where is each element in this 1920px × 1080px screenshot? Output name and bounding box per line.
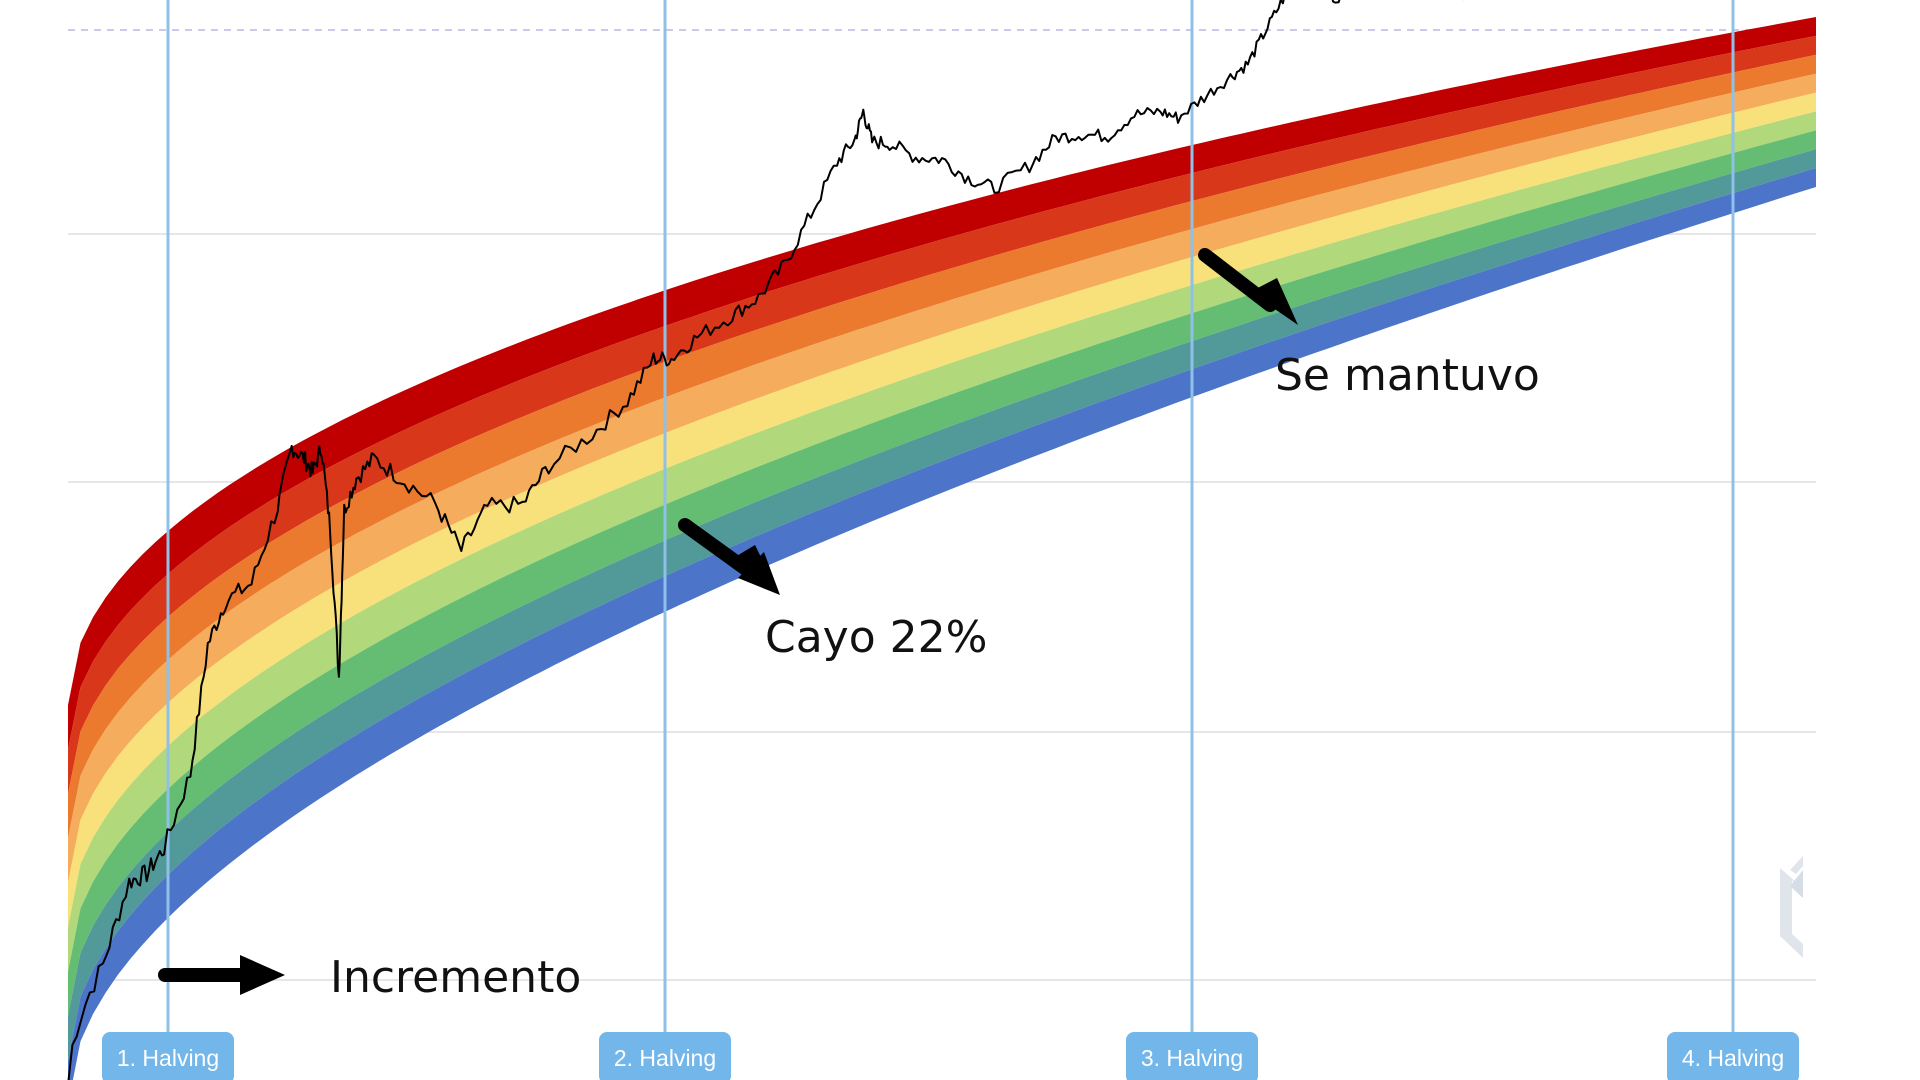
halving-badge[interactable]: 4. Halving [1667,1032,1799,1080]
halving-badge[interactable]: 3. Halving [1126,1032,1258,1080]
annotation-cayo: Cayo 22% [678,518,987,663]
annotation-incremento: Incremento [158,952,581,1003]
halving-label: 3. Halving [1141,1045,1243,1071]
halving-label: 4. Halving [1682,1045,1784,1071]
annotation-cayo-text: Cayo 22% [765,612,987,663]
annotations: Incremento Cayo 22% Se mantuvo [158,248,1540,1003]
price-series [67,0,1464,1080]
price-line [67,0,1464,1080]
halving-markers: 1. Halving 2. Halving 3. Halving 4. Halving [102,0,1799,1080]
arrow-down-right-icon [1198,248,1298,325]
arrow-down-right-icon [678,518,780,595]
annotation-incremento-text: Incremento [330,952,581,1003]
halving-label: 2. Halving [614,1045,716,1071]
halving-badge[interactable]: 1. Halving [102,1032,234,1080]
halving-badge-bg [1667,1032,1799,1080]
halving-badge[interactable]: 2. Halving [599,1032,731,1080]
annotation-se-mantuvo: Se mantuvo [1198,248,1540,401]
halving-badge-bg [102,1032,234,1080]
halving-badge-bg [1126,1032,1258,1080]
annotation-se-mantuvo-text: Se mantuvo [1275,350,1540,401]
halving-label: 1. Halving [117,1045,219,1071]
halving-badge-bg [599,1032,731,1080]
arrow-right-icon [158,955,285,995]
watermark-logo [1780,856,1803,958]
